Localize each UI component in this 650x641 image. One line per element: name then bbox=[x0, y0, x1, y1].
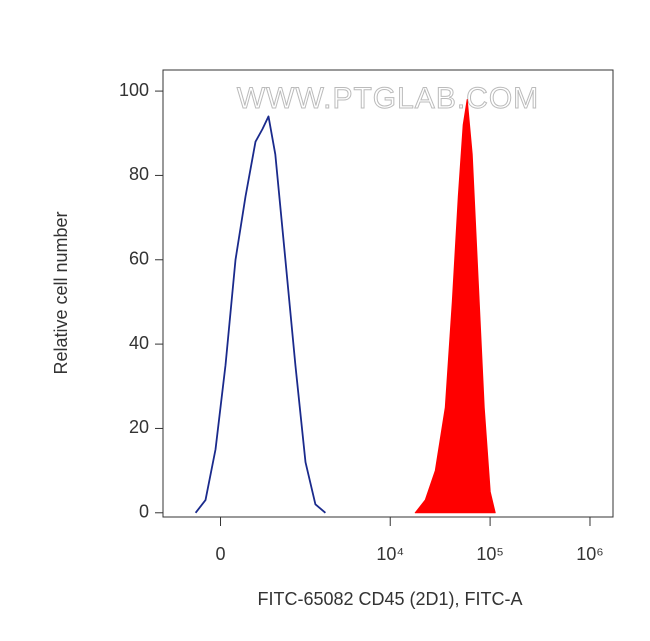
y-tick-label: 0 bbox=[139, 502, 149, 522]
x-axis-label: FITC-65082 CD45 (2D1), FITC-A bbox=[257, 589, 522, 609]
y-axis-label: Relative cell number bbox=[51, 211, 71, 374]
y-tick-label: 60 bbox=[129, 249, 149, 269]
watermark: WWW.PTGLAB.COM bbox=[237, 82, 539, 115]
y-tick-label: 20 bbox=[129, 417, 149, 437]
x-tick-label: 10⁶ bbox=[576, 544, 603, 564]
x-tick-label: 10⁴ bbox=[376, 544, 404, 564]
x-tick-label: 0 bbox=[216, 544, 226, 564]
y-tick-label: 80 bbox=[129, 164, 149, 184]
histogram-line bbox=[194, 115, 326, 514]
y-tick-label: 100 bbox=[119, 80, 149, 100]
x-tick-label: 10⁵ bbox=[476, 544, 503, 564]
plot-frame bbox=[162, 69, 614, 518]
y-tick-label: 40 bbox=[129, 333, 149, 353]
histogram-area bbox=[414, 99, 496, 514]
